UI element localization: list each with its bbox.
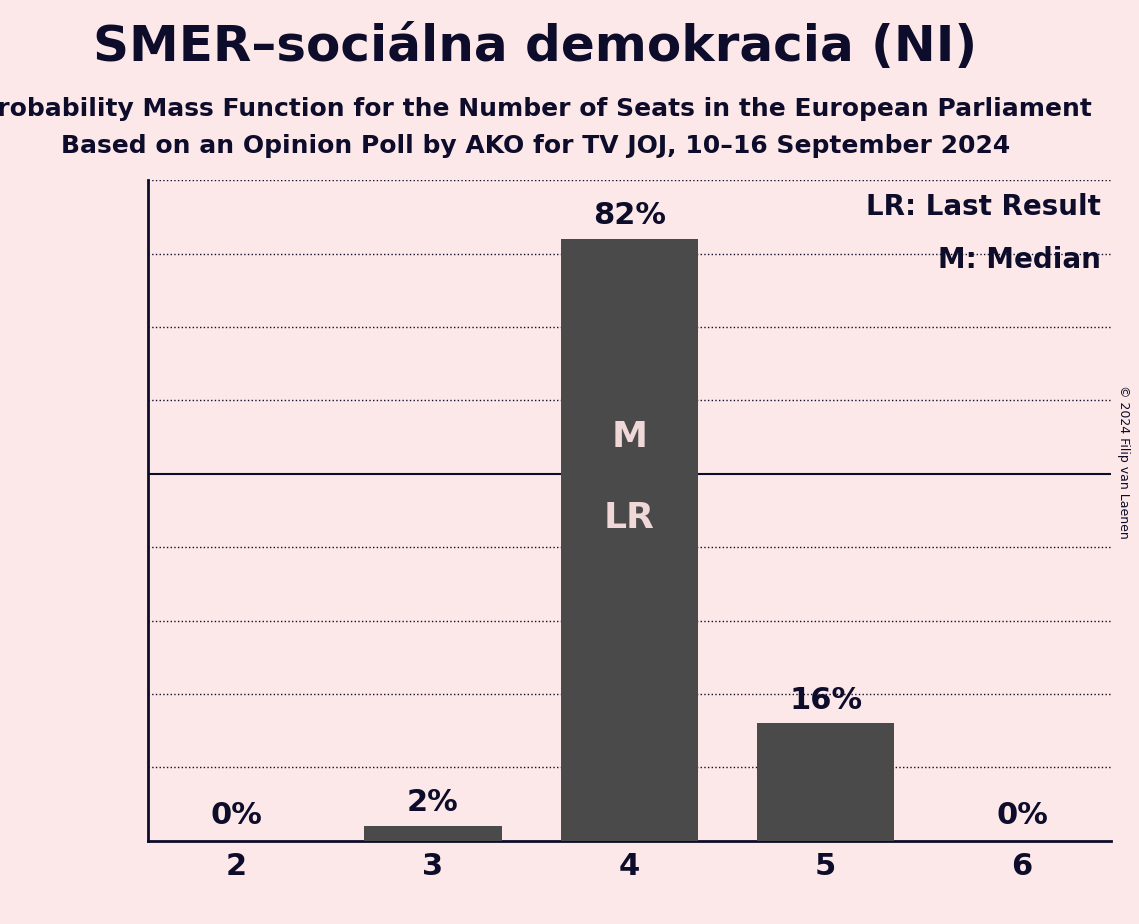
Text: LR: LR xyxy=(604,501,655,535)
Text: Based on an Opinion Poll by AKO for TV JOJ, 10–16 September 2024: Based on an Opinion Poll by AKO for TV J… xyxy=(60,134,1010,158)
Bar xyxy=(560,239,698,841)
Bar xyxy=(757,723,894,841)
Text: M: M xyxy=(612,420,647,454)
Bar xyxy=(364,826,501,841)
Text: 82%: 82% xyxy=(592,201,666,230)
Text: 2%: 2% xyxy=(407,788,459,818)
Text: Probability Mass Function for the Number of Seats in the European Parliament: Probability Mass Function for the Number… xyxy=(0,97,1092,121)
Text: LR: Last Result: LR: Last Result xyxy=(866,193,1101,222)
Text: M: Median: M: Median xyxy=(939,246,1101,274)
Text: SMER–sociálna demokracia (NI): SMER–sociálna demokracia (NI) xyxy=(93,23,977,71)
Text: 0%: 0% xyxy=(211,801,262,830)
Text: © 2024 Filip van Laenen: © 2024 Filip van Laenen xyxy=(1117,385,1130,539)
Text: 0%: 0% xyxy=(997,801,1048,830)
Text: 16%: 16% xyxy=(789,686,862,714)
